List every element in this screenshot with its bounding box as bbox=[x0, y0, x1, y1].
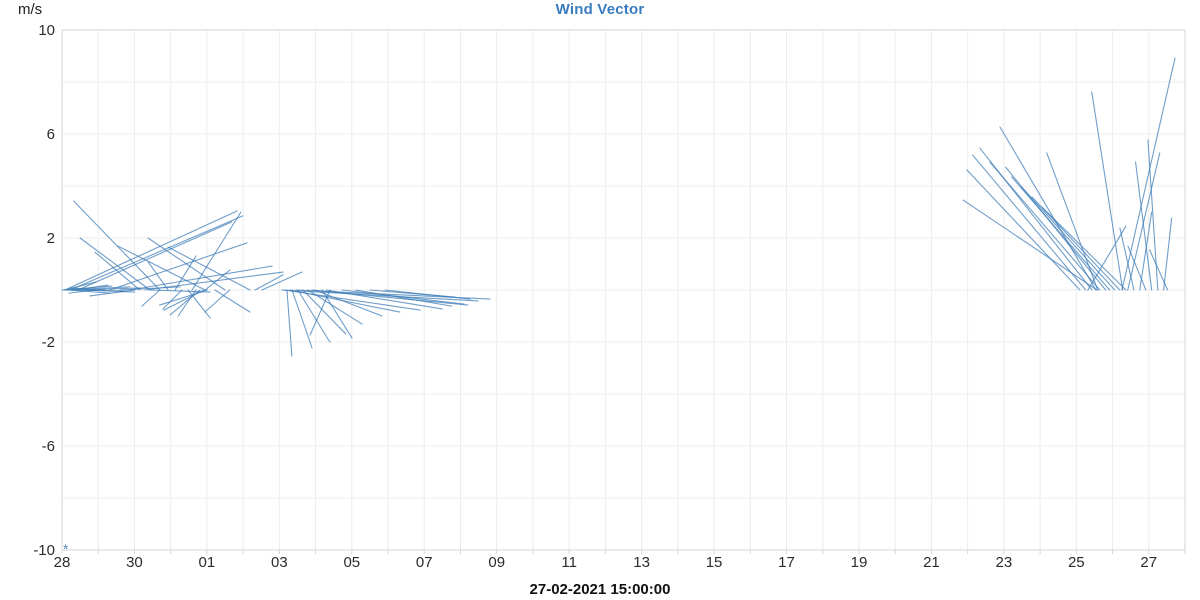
wind-vector bbox=[254, 274, 284, 291]
wind-vector bbox=[89, 289, 136, 297]
wind-vector bbox=[281, 289, 479, 302]
y-tick-label: 2 bbox=[47, 230, 55, 247]
y-tick-label: 6 bbox=[47, 126, 55, 143]
wind-vector bbox=[162, 289, 183, 310]
wind-vector bbox=[962, 199, 1098, 291]
wind-vector bbox=[1021, 186, 1116, 291]
wind-vector bbox=[972, 154, 1087, 291]
x-tick-label: 30 bbox=[126, 554, 143, 571]
wind-vector bbox=[286, 289, 293, 357]
wind-vector bbox=[1091, 91, 1124, 291]
wind-vector bbox=[1163, 217, 1173, 291]
wind-vector bbox=[291, 289, 313, 349]
x-tick-label: 11 bbox=[561, 554, 577, 571]
wind-vector bbox=[204, 289, 231, 313]
wind-vector bbox=[297, 289, 331, 343]
wind-vector bbox=[289, 289, 401, 313]
x-tick-label: 13 bbox=[633, 554, 650, 571]
wind-vector bbox=[117, 245, 206, 291]
wind-vector bbox=[1135, 161, 1153, 291]
x-tick-label: 27 bbox=[1140, 554, 1157, 571]
wind-vector bbox=[77, 221, 233, 291]
wind-vector bbox=[1119, 227, 1135, 291]
wind-vector bbox=[1087, 225, 1127, 291]
wind-vector bbox=[384, 289, 471, 300]
wind-vector bbox=[1011, 176, 1111, 291]
wind-vector bbox=[79, 237, 151, 291]
wind-vector bbox=[355, 289, 453, 307]
wind-vector bbox=[1149, 249, 1169, 291]
x-tick-label: 09 bbox=[488, 554, 505, 571]
x-tick-label: 07 bbox=[416, 554, 433, 571]
wind-vector bbox=[314, 289, 383, 317]
wind-vector bbox=[1127, 245, 1147, 291]
y-tick-label: -2 bbox=[42, 334, 55, 351]
wind-vector bbox=[94, 251, 141, 291]
wind-vector bbox=[69, 215, 244, 291]
wind-vector bbox=[341, 289, 465, 305]
wind-vector bbox=[999, 126, 1097, 291]
wind-vector bbox=[1121, 57, 1176, 291]
x-tick-label: 23 bbox=[996, 554, 1013, 571]
x-tick-label: 28 bbox=[54, 554, 71, 571]
wind-vector bbox=[989, 161, 1101, 291]
wind-vector bbox=[302, 289, 347, 335]
wind-vector bbox=[966, 169, 1081, 291]
x-tick-label: 05 bbox=[343, 554, 360, 571]
wind-vector bbox=[1139, 211, 1153, 291]
wind-vector bbox=[144, 271, 284, 291]
wind-vector bbox=[1046, 152, 1099, 291]
wind-vector bbox=[174, 255, 197, 291]
wind-vector bbox=[1127, 152, 1161, 291]
x-tick-label: 25 bbox=[1068, 554, 1085, 571]
wind-vector bbox=[68, 289, 96, 294]
wind-vector bbox=[191, 211, 242, 291]
wind-vector bbox=[1041, 206, 1127, 291]
wind-vector bbox=[73, 200, 161, 291]
wind-vector bbox=[1147, 139, 1159, 291]
chart-title: Wind Vector bbox=[555, 1, 645, 18]
wind-vector bbox=[311, 289, 469, 306]
wind-vector bbox=[147, 237, 226, 291]
wind-vector bbox=[167, 246, 251, 291]
wind-vector bbox=[141, 289, 161, 307]
x-tick-label: 21 bbox=[923, 554, 940, 571]
wind-vector bbox=[214, 289, 251, 313]
wind-vector bbox=[325, 289, 443, 310]
x-tick-label: 03 bbox=[271, 554, 288, 571]
y-tick-label: 10 bbox=[38, 22, 55, 39]
x-tick-label: 01 bbox=[199, 554, 216, 571]
wind-vector bbox=[177, 289, 197, 317]
x-axis-label: 27-02-2021 15:00:00 bbox=[529, 581, 671, 598]
wind-vector bbox=[147, 261, 169, 291]
x-tick-label: 15 bbox=[706, 554, 723, 571]
corner-marker: * bbox=[63, 541, 68, 556]
x-tick-label: 17 bbox=[778, 554, 795, 571]
y-tick-label: -6 bbox=[42, 438, 55, 455]
wind-vector bbox=[129, 265, 273, 291]
y-tick-label: -10 bbox=[33, 542, 55, 559]
wind-vector bbox=[64, 210, 238, 291]
wind-vector bbox=[1031, 196, 1121, 291]
wind-vector bbox=[79, 287, 141, 291]
y-axis-unit-label: m/s bbox=[18, 1, 43, 18]
x-tick-label: 19 bbox=[851, 554, 868, 571]
wind-vector bbox=[109, 242, 248, 291]
wind-vector bbox=[70, 287, 106, 291]
wind-vector bbox=[261, 271, 303, 291]
wind-vector bbox=[158, 289, 209, 306]
